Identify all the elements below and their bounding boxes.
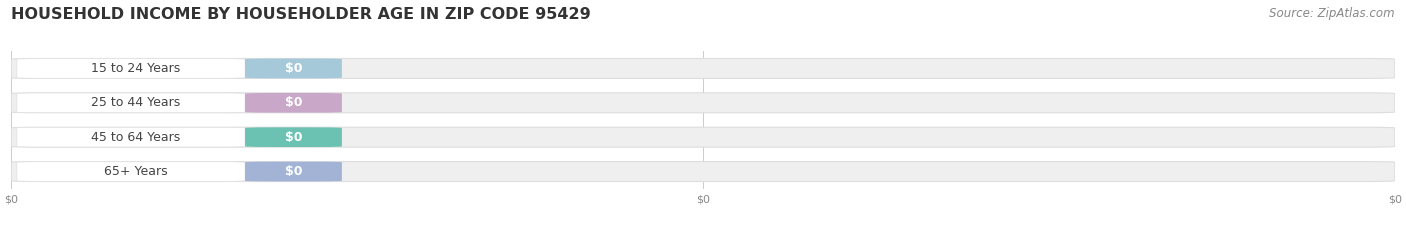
FancyBboxPatch shape [11,161,1395,182]
FancyBboxPatch shape [245,59,342,78]
FancyBboxPatch shape [17,162,245,181]
Text: 65+ Years: 65+ Years [104,165,167,178]
FancyBboxPatch shape [17,127,245,147]
FancyBboxPatch shape [17,93,245,113]
FancyBboxPatch shape [245,93,342,113]
Text: Source: ZipAtlas.com: Source: ZipAtlas.com [1270,7,1395,20]
Text: $0: $0 [285,96,302,109]
Text: $0: $0 [285,131,302,144]
FancyBboxPatch shape [245,162,342,181]
FancyBboxPatch shape [11,58,1395,79]
Text: 25 to 44 Years: 25 to 44 Years [91,96,180,109]
Text: $0: $0 [285,165,302,178]
FancyBboxPatch shape [17,59,245,78]
Text: 45 to 64 Years: 45 to 64 Years [91,131,180,144]
Text: HOUSEHOLD INCOME BY HOUSEHOLDER AGE IN ZIP CODE 95429: HOUSEHOLD INCOME BY HOUSEHOLDER AGE IN Z… [11,7,591,22]
Text: 15 to 24 Years: 15 to 24 Years [91,62,180,75]
FancyBboxPatch shape [245,127,342,147]
FancyBboxPatch shape [11,93,1395,113]
Text: $0: $0 [285,62,302,75]
FancyBboxPatch shape [11,127,1395,147]
